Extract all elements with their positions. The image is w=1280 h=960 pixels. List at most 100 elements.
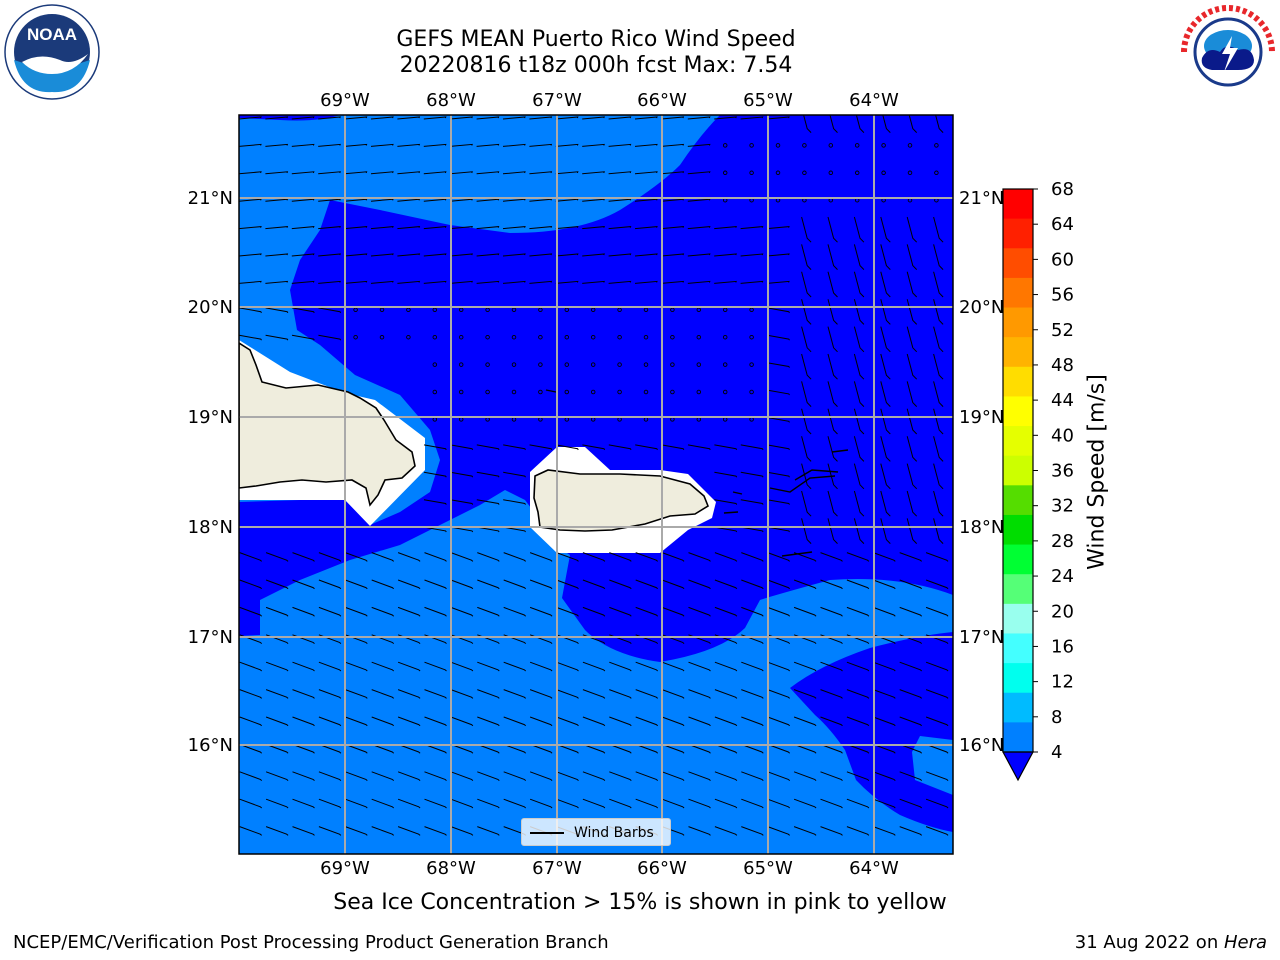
wind-barb [345,552,368,562]
wind-barb [345,579,368,590]
wind-barb [450,798,474,809]
map-gridlines [239,115,953,854]
wind-barb [344,198,368,202]
lon-label: 68°W [426,90,476,111]
wind-barb [803,115,812,133]
lon-label: 69°W [320,858,370,879]
wind-barb [582,552,606,562]
lon-label: 66°W [637,90,687,111]
wind-barb [318,661,342,672]
wind-barb [555,171,579,175]
wind-barb [423,116,447,120]
wind-barb [873,771,896,781]
wind-barb [688,606,711,617]
wind-barb [801,353,812,380]
lat-label: 18°N [959,517,1004,538]
wind-barb [450,689,474,699]
wind-barb [345,689,368,699]
wind-barb [424,826,447,836]
lon-label: 64°W [849,858,899,879]
wind-barb [529,253,553,257]
wind-barb [423,171,447,175]
wind-barb [423,198,447,202]
lon-label: 65°W [743,858,793,879]
wind-barb [529,116,553,120]
wind-barb [450,116,473,120]
wind-barb [767,606,791,617]
calm-wind-marker [722,334,728,340]
wind-barb [609,606,632,617]
wind-barb [370,253,394,257]
wind-barb [265,579,289,590]
wind-barb [767,471,790,478]
colorbar-tick-label: 40 [1051,425,1074,446]
wind-barb [880,490,891,517]
wind-barb [687,253,711,257]
wind-barb [239,334,262,341]
calm-wind-marker [934,170,939,176]
wind-barb [424,579,447,590]
wind-barb [370,280,394,284]
wind-barb [476,143,500,147]
calm-wind-marker [458,362,464,367]
calm-wind-marker [722,362,728,367]
wind-barb [291,171,315,175]
wind-barb [687,280,711,284]
wind-barb [687,143,711,147]
wind-barb [318,716,342,727]
wind-barb [820,579,843,590]
wind-barb [880,353,891,380]
wind-barb [239,226,262,230]
wind-barb [933,216,944,243]
wind-barb [899,689,923,699]
wind-barb [370,198,394,202]
lat-label: 16°N [959,735,1004,756]
lat-label: 19°N [959,407,1004,428]
wind-barb [423,226,447,230]
wind-barb [529,579,553,590]
wind-barb [767,307,790,314]
wind-barb [741,826,764,836]
wind-barb [687,198,711,202]
wind-barb [933,518,944,544]
calm-wind-marker [432,389,438,395]
wind-barb [793,798,817,809]
wind-barb [239,253,262,257]
wind-barb [741,743,764,754]
wind-barb [846,689,870,699]
lat-label: 20°N [188,297,233,318]
wind-barb [767,334,790,341]
calm-wind-marker [432,362,438,367]
wind-barb [925,579,949,590]
wind-barb [767,798,791,809]
colorbar-tick-label: 16 [1051,636,1074,657]
wind-barb [741,579,764,590]
wind-barb [793,826,817,836]
wind-barb [450,226,473,230]
calm-wind-marker [458,389,464,395]
wind-barb [793,743,817,754]
calm-wind-marker [670,334,675,340]
wind-barb [239,579,263,590]
calm-wind-marker [458,334,464,340]
wind-barb [925,826,949,836]
wind-barb [529,280,553,284]
wind-barb [714,444,738,451]
wind-barb [793,689,817,699]
wind-barb [766,116,790,120]
wind-barb [687,444,711,451]
lon-label: 64°W [849,90,899,111]
wind-barb [318,771,342,781]
wind-barb [687,171,711,175]
wind-barb [529,771,553,781]
colorbar-tick-label: 36 [1051,461,1074,482]
wind-barb [503,689,527,699]
wind-barb [345,743,368,754]
wind-barb [688,743,711,754]
calm-wind-marker [934,143,939,148]
wind-barb [450,171,473,175]
colorbar-segment [1003,663,1033,694]
wind-barb [397,552,421,562]
colorbar-tick-label: 4 [1051,742,1062,763]
wind-barb [450,743,474,754]
